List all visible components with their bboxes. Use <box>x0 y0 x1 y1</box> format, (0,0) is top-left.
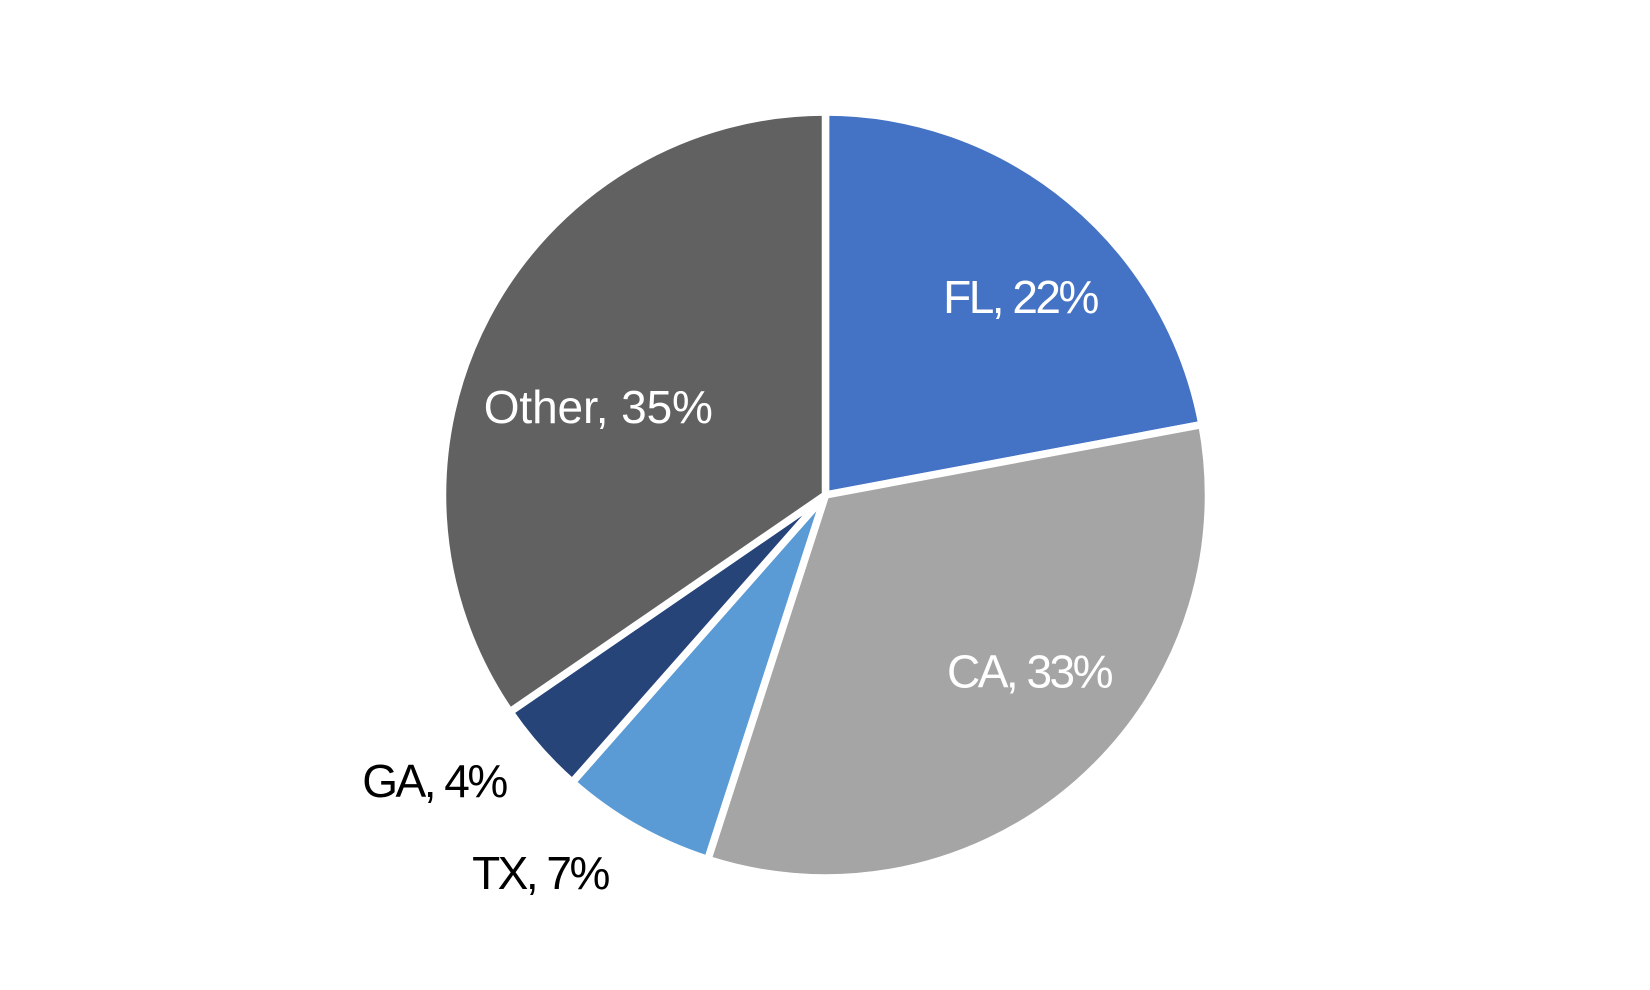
svg-text:FL, 22%: FL, 22% <box>943 271 1098 323</box>
svg-text:GA, 4%: GA, 4% <box>362 755 507 807</box>
svg-text:CA, 33%: CA, 33% <box>947 646 1113 698</box>
svg-text:Other, 35%: Other, 35% <box>484 381 713 433</box>
svg-text:TX, 7%: TX, 7% <box>472 847 609 899</box>
